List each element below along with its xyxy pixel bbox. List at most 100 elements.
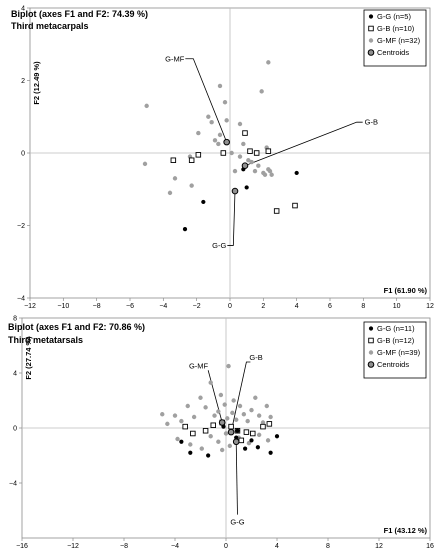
data-point-ringed-grey-circle xyxy=(231,187,239,195)
data-point-grey-circle xyxy=(259,89,264,94)
data-point-open-square xyxy=(253,150,260,156)
data-point-filled-black-circle xyxy=(268,450,273,455)
data-point-grey-circle xyxy=(212,413,217,418)
data-point-grey-circle xyxy=(175,436,180,442)
x-tick-label: 16 xyxy=(426,543,434,550)
x-tick-label: −12 xyxy=(67,543,79,550)
data-point-grey-circle xyxy=(209,119,214,125)
data-point-grey-circle xyxy=(249,407,254,413)
data-point-grey-circle xyxy=(268,414,273,420)
data-point-grey-circle xyxy=(256,432,262,438)
legend-entry: G-MF (n=32) xyxy=(377,36,421,45)
data-point-grey-circle xyxy=(219,447,225,453)
y-tick-label: 2 xyxy=(21,78,25,85)
x-tick-label: 2 xyxy=(261,303,265,310)
legend-marker xyxy=(368,337,374,344)
chart-subtitle: Third metatarsals xyxy=(8,335,83,345)
data-point-grey-circle xyxy=(256,413,262,418)
data-point-open-square xyxy=(190,430,196,437)
data-point-grey-circle xyxy=(253,395,258,400)
data-point-grey-circle xyxy=(237,403,243,409)
x-tick-label: −16 xyxy=(16,543,28,550)
data-point-grey-circle xyxy=(144,103,149,109)
data-point-grey-circle xyxy=(231,398,236,403)
vector-label: G-MF xyxy=(165,54,185,63)
data-point-grey-circle xyxy=(264,403,269,409)
data-point-ringed-grey-circle xyxy=(223,138,230,146)
legend-entry: G-B (n=12) xyxy=(377,336,415,345)
data-point-grey-circle xyxy=(179,418,184,424)
data-point-grey-circle xyxy=(266,60,271,65)
data-point-filled-black-circle xyxy=(255,445,260,450)
y-tick-label: −4 xyxy=(9,481,17,488)
vector-line xyxy=(207,370,223,423)
data-point-filled-black-circle xyxy=(235,428,240,433)
data-point-filled-black-circle xyxy=(179,439,184,444)
data-point-ringed-grey-circle xyxy=(232,438,240,446)
legend-box xyxy=(363,321,427,379)
legend-marker xyxy=(367,361,375,368)
data-point-filled-black-circle xyxy=(274,434,280,439)
data-point-grey-circle xyxy=(208,434,213,439)
data-point-filled-black-circle xyxy=(206,453,211,458)
data-point-grey-circle xyxy=(249,159,254,165)
legend-entry: Centroids xyxy=(377,360,409,369)
legend-marker xyxy=(368,326,374,331)
vector-line xyxy=(227,191,236,246)
legend-marker xyxy=(368,14,374,19)
data-point-grey-circle xyxy=(167,190,173,196)
x-tick-label: 4 xyxy=(295,303,299,310)
vector-line xyxy=(230,361,251,433)
x-tick-label: −12 xyxy=(24,303,36,310)
legend-entry: G-G (n=5) xyxy=(377,12,411,21)
data-point-grey-circle xyxy=(198,395,203,400)
y-tick-label: 0 xyxy=(13,426,17,433)
x-axis-label: F1 (61.90 %) xyxy=(384,286,428,295)
data-point-filled-black-circle xyxy=(182,227,188,232)
data-point-grey-circle xyxy=(246,158,251,163)
data-point-grey-circle xyxy=(246,440,252,446)
vector-line xyxy=(185,58,228,143)
data-point-grey-circle xyxy=(234,417,239,422)
data-point-grey-circle xyxy=(208,380,213,385)
vector-label: G-MF xyxy=(189,361,209,370)
data-point-open-square xyxy=(220,150,227,156)
y-tick-label: 4 xyxy=(21,6,25,13)
data-point-grey-circle xyxy=(229,150,234,156)
legend-box xyxy=(363,9,427,67)
y-tick-label: 0 xyxy=(21,151,25,158)
data-point-grey-circle xyxy=(217,132,223,138)
x-axis-label: F1 (43.12 %) xyxy=(384,526,428,535)
data-point-grey-circle xyxy=(267,168,273,174)
data-point-open-square xyxy=(292,202,298,209)
data-point-grey-circle xyxy=(237,121,243,127)
legend-entry: G-G (n=11) xyxy=(377,324,415,333)
x-tick-label: −4 xyxy=(171,543,179,550)
data-point-open-square xyxy=(188,157,195,163)
data-point-grey-circle xyxy=(191,414,197,420)
data-point-grey-circle xyxy=(216,141,221,147)
data-point-open-square xyxy=(242,130,248,136)
data-point-open-square xyxy=(243,429,250,435)
x-tick-label: −2 xyxy=(193,303,201,310)
vector-label: G-B xyxy=(365,118,378,127)
data-point-ringed-grey-circle xyxy=(241,162,249,169)
legend: G-G (n=5) G-B (n=10) G-MF (n=32) Centroids xyxy=(363,9,427,67)
y-axis-label: F2 (12.49 %) xyxy=(32,61,41,105)
x-tick-label: −6 xyxy=(126,303,134,310)
data-point-filled-black-circle xyxy=(244,185,249,190)
data-point-grey-circle xyxy=(265,438,271,443)
data-point-grey-circle xyxy=(222,100,228,105)
legend-marker xyxy=(367,49,375,56)
x-tick-label: 12 xyxy=(375,543,383,550)
data-point-grey-circle xyxy=(203,405,208,410)
data-point-open-square xyxy=(265,148,272,154)
vector-label: G-G xyxy=(212,241,226,250)
data-point-grey-circle xyxy=(230,410,235,416)
data-point-grey-circle xyxy=(172,413,178,418)
data-point-grey-circle xyxy=(260,420,266,425)
data-point-grey-circle xyxy=(252,168,258,174)
y-axis-label: F2 (27.74 %) xyxy=(24,336,33,380)
data-point-open-square xyxy=(238,437,245,444)
chart-panel-1: −12 −10 −8 −6 −4 −2 0 2 4 6 8 10 12 4 2 0 −2 −4 F1 (61.90 … xyxy=(11,6,434,311)
